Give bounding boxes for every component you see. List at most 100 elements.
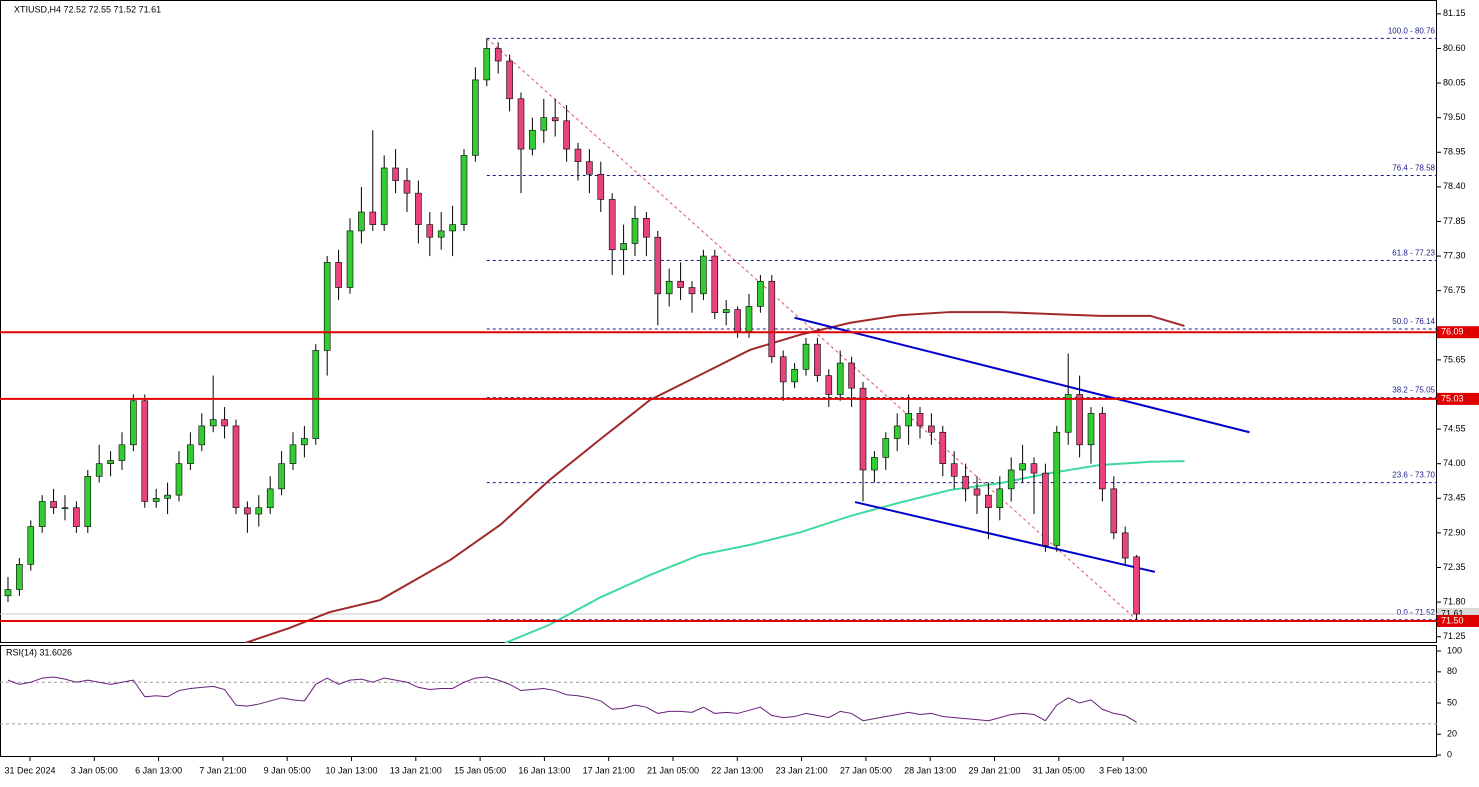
moving-average xyxy=(504,460,1185,643)
candle-body xyxy=(779,356,787,383)
candle-body xyxy=(654,236,662,295)
candle-body xyxy=(278,463,285,490)
candle-body xyxy=(1133,556,1140,615)
candle-body xyxy=(768,280,776,358)
candle-body xyxy=(871,457,878,471)
candle-body xyxy=(141,400,149,502)
candle-body xyxy=(84,475,92,527)
candle-body xyxy=(255,507,263,515)
fib-label: 50.0 - 76.14 xyxy=(1392,317,1435,326)
y-tick-label: 77.85 xyxy=(1443,216,1466,226)
candle-body xyxy=(905,413,912,427)
candle-body xyxy=(631,218,639,244)
fib-label: 38.2 - 75.05 xyxy=(1392,386,1435,395)
candle-body xyxy=(289,444,297,464)
candle-body xyxy=(312,350,320,439)
fib-trend xyxy=(486,38,1137,621)
candle-body xyxy=(643,218,650,238)
y-tick-label: 72.35 xyxy=(1443,562,1466,572)
level-label: 71.50 xyxy=(1441,615,1464,625)
candle-body xyxy=(198,425,206,446)
x-tick-label: 31 Dec 2024 xyxy=(4,765,55,775)
candle-body xyxy=(301,438,308,446)
y-tick-label: 71.25 xyxy=(1443,631,1466,641)
x-tick-label: 13 Jan 21:00 xyxy=(390,765,442,775)
candle-body xyxy=(1042,472,1049,546)
x-tick-label: 3 Jan 05:00 xyxy=(71,765,118,775)
rsi-panel xyxy=(0,645,1437,757)
candle-body xyxy=(825,375,833,395)
trend-line xyxy=(794,316,1250,434)
candle-body xyxy=(1087,413,1095,446)
candle-body xyxy=(107,460,114,464)
candle-body xyxy=(449,224,456,232)
x-tick-label: 29 Jan 21:00 xyxy=(968,765,1020,775)
moving-average xyxy=(244,311,1185,643)
candle-body xyxy=(266,488,274,509)
candle-body xyxy=(950,463,958,477)
level-label: 76.09 xyxy=(1441,327,1464,337)
price-panel xyxy=(0,0,1437,643)
candle-body xyxy=(529,129,536,150)
candle-body xyxy=(506,60,513,100)
candle-body xyxy=(1030,463,1038,474)
candle-body xyxy=(893,425,901,439)
x-tick-label: 7 Jan 21:00 xyxy=(199,765,246,775)
y-tick-label: 80.05 xyxy=(1443,77,1466,87)
candle-body xyxy=(244,507,251,515)
y-tick-label: 50 xyxy=(1447,697,1457,707)
rsi-line xyxy=(7,676,1137,723)
candle-body xyxy=(1110,488,1118,534)
y-tick-label: 72.90 xyxy=(1443,527,1466,537)
candle-body xyxy=(392,167,399,181)
y-tick-label: 77.30 xyxy=(1443,250,1466,260)
candle-body xyxy=(665,280,673,295)
candle-body xyxy=(700,255,707,295)
x-tick-label: 28 Jan 13:00 xyxy=(904,765,956,775)
price-plot: 100.0 - 80.76 76.4 - 78.58 61.8 - 77.23 50.… xyxy=(0,26,1437,643)
candle-body xyxy=(209,419,217,427)
candle-body xyxy=(996,488,1004,509)
candle-body xyxy=(415,192,422,225)
candle-body xyxy=(323,262,331,351)
candle-body xyxy=(426,224,434,238)
candle-body xyxy=(848,362,855,389)
x-tick-label: 23 Jan 21:00 xyxy=(776,765,828,775)
candle-body xyxy=(586,161,593,175)
y-tick-label: 73.45 xyxy=(1443,493,1466,503)
y-tick-label: 78.95 xyxy=(1443,147,1466,157)
candle-body xyxy=(563,120,570,150)
x-tick-label: 6 Jan 13:00 xyxy=(135,765,182,775)
x-tick-label: 16 Jan 13:00 xyxy=(518,765,570,775)
candle-body xyxy=(437,230,445,238)
x-tick-label: 9 Jan 05:00 xyxy=(264,765,311,775)
candle-body xyxy=(187,444,194,464)
x-tick-label: 27 Jan 05:00 xyxy=(840,765,892,775)
fib-label: 76.4 - 78.58 xyxy=(1392,164,1435,173)
x-tick-label: 31 Jan 05:00 xyxy=(1033,765,1085,775)
fib-label: 100.0 - 80.76 xyxy=(1388,26,1436,35)
last-price-label: 71.61 xyxy=(1441,608,1464,618)
candle-body xyxy=(50,501,57,509)
y-tick-label: 0 xyxy=(1447,749,1452,759)
y-tick-label: 80.60 xyxy=(1443,43,1466,53)
candle-body xyxy=(494,48,502,62)
candle-body xyxy=(882,438,890,458)
candle-body xyxy=(118,444,126,461)
candle-body xyxy=(1064,394,1072,433)
candle-body xyxy=(335,262,342,288)
candle-body xyxy=(540,117,548,131)
x-tick-label: 10 Jan 13:00 xyxy=(325,765,377,775)
candle-body xyxy=(757,280,764,307)
level-tag xyxy=(1437,326,1479,339)
y-tick-label: 79.50 xyxy=(1443,112,1466,122)
candle-body xyxy=(722,309,730,313)
candle-body xyxy=(472,79,479,156)
y-tick-label: 20 xyxy=(1447,729,1457,739)
candle-body xyxy=(380,167,388,225)
x-tick-label: 17 Jan 21:00 xyxy=(583,765,635,775)
rsi-plot xyxy=(0,676,1437,725)
candle-body xyxy=(232,425,240,509)
